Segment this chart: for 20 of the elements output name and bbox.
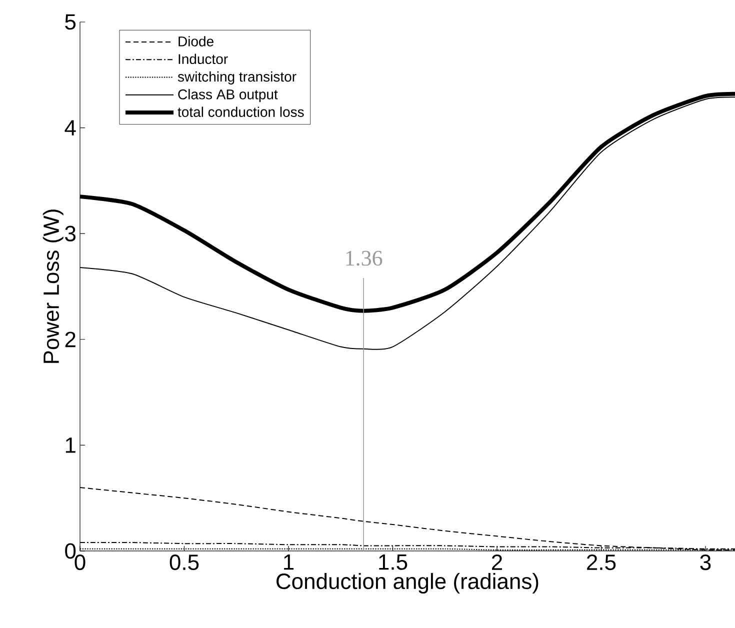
legend-label: Inductor [178,54,228,64]
x-tick-label: 1 [284,554,294,570]
legend-label: total conduction loss [178,106,304,117]
x-tick-label: 2 [492,554,502,570]
y-axis-title: Power Loss (W) [42,210,64,363]
y-tick-label: 1 [66,438,76,453]
x-axis-title: Conduction angle (radians) [276,572,538,594]
x-tick-label: 3 [700,554,711,570]
y-tick-label: 0 [65,543,76,559]
ref-line-label: 1.36 [346,250,382,266]
y-tick-label: 5 [65,14,76,30]
x-tick-label: 0.5 [170,554,199,570]
x-tick-label: 2.5 [587,554,616,570]
y-tick-label: 2 [65,332,76,348]
legend-label: switching transistor [178,71,296,84]
y-tick-label: 4 [64,120,76,136]
legend-label: Diode [178,36,214,46]
y-tick-label: 3 [65,226,76,242]
x-tick-label: 1.5 [379,554,408,570]
legend-label: Class AB output [178,89,278,102]
